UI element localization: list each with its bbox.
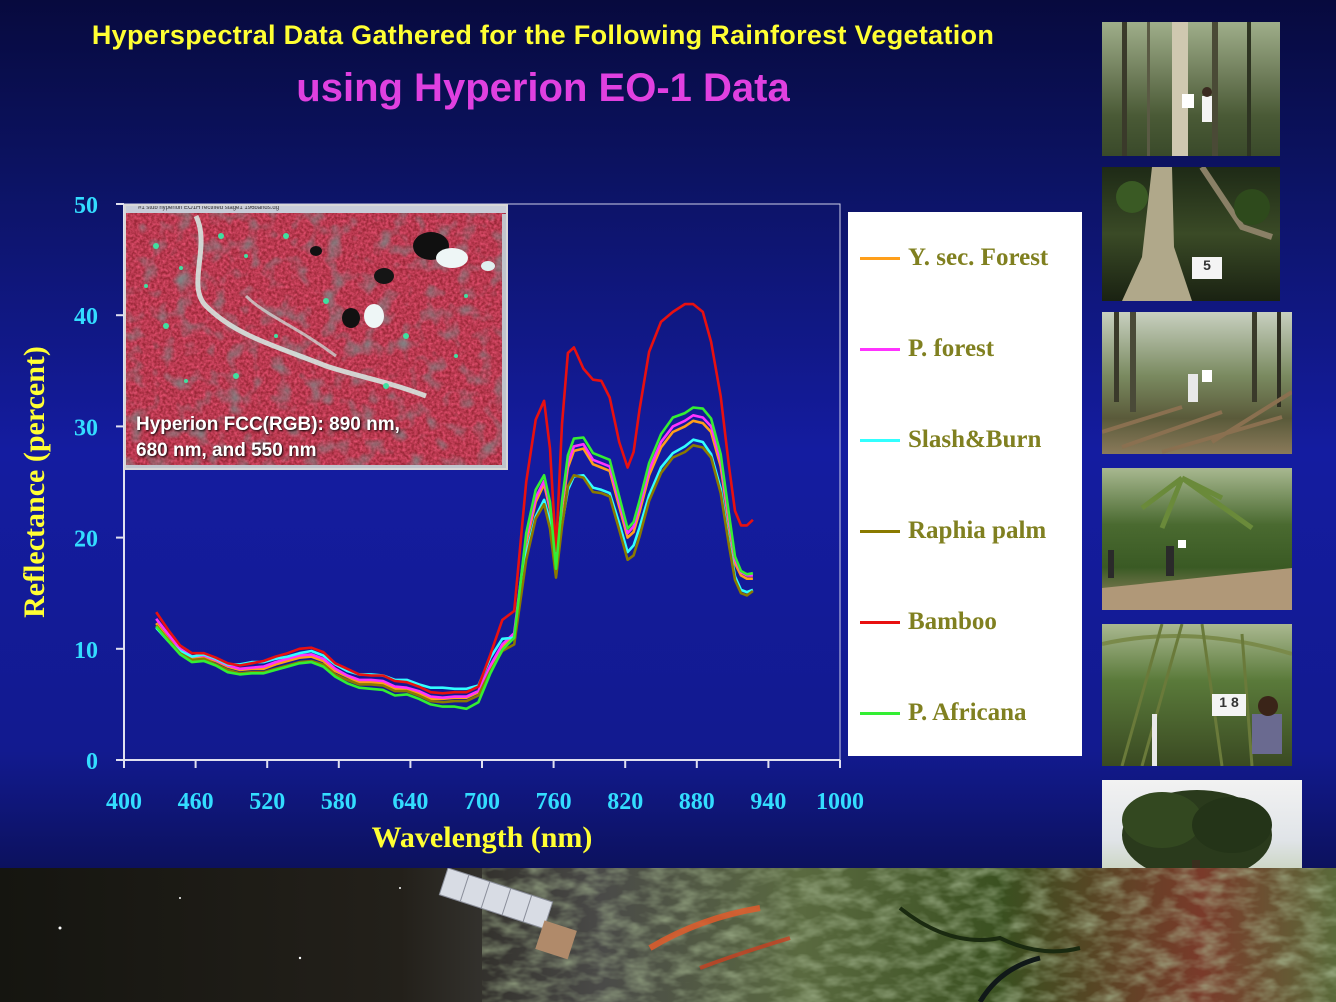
legend-item-slash-burn: Slash&Burn [860,425,1041,455]
x-tick-label: 580 [321,789,357,815]
x-axis-title: Wavelength (nm) [372,821,593,854]
false-color-image [126,206,506,468]
y-tick-label: 20 [74,527,98,553]
x-tick-label: 1000 [816,789,864,815]
satellite-imagery-banner [0,868,1336,1002]
field-photo-5: 1 8 [1102,624,1292,766]
x-tick-label: 880 [679,789,715,815]
legend-swatch [860,711,900,715]
field-photo-1 [1102,22,1280,156]
slide-title-line1: Hyperspectral Data Gathered for the Foll… [91,20,995,50]
legend-swatch [860,620,900,624]
forest-trunks-picture [1122,22,1251,156]
x-tick-label: 400 [106,789,142,815]
y-tick-label: 40 [74,304,98,330]
series-line-slash-burn [155,438,754,691]
legend-label: Y. sec. Forest [908,244,1049,271]
x-tick-label: 700 [464,789,500,815]
legend-item-p-africana: P. Africana [860,698,1027,728]
series-line-bamboo [155,302,754,695]
legend-label: P. forest [908,335,995,362]
legend-item-raphia-palm: Raphia palm [860,516,1046,546]
slash-and-burn-clearing-picture [1102,312,1292,454]
legend-item-bamboo: Bamboo [860,607,997,637]
inset-window-title: #1 stub hyperion EO1H rectified stage1 1… [138,205,280,211]
legend-swatch [860,438,900,442]
y-axis-title: Reflectance (percent) [18,346,51,618]
inset-caption: Hyperion FCC(RGB): 890 nm, 680 nm, and 5… [136,414,400,461]
raphia-palm-roadside-picture [1102,475,1292,610]
legend-label: P. Africana [908,699,1027,726]
x-tick-label: 460 [178,789,214,815]
series-line-p-africana [155,406,754,711]
y-tick-label: 0 [86,749,98,775]
bamboo-stand-picture [1102,624,1292,766]
field-photo-4 [1102,468,1292,610]
series-line-y-sec-forest [155,419,753,701]
legend-label: Bamboo [908,608,997,635]
photo-sign-label: 5 [1192,257,1222,279]
x-tick-label: 940 [750,789,786,815]
field-photo-2: 5 [1102,167,1280,301]
y-tick-label: 30 [74,415,98,441]
x-tick-label: 520 [249,789,285,815]
large-buttress-tree-picture [1116,167,1273,301]
x-tick-label: 640 [392,789,428,815]
legend-item-p-forest: P. forest [860,334,994,364]
y-tick-label: 50 [74,193,98,219]
legend-swatch [860,529,900,533]
satellite-banner-graphic [0,868,1336,1002]
y-tick-label: 10 [74,638,98,664]
series-layer [155,302,754,711]
x-tick-label: 820 [607,789,643,815]
slide-title-line2: using Hyperion EO-1 Data [296,66,790,110]
x-tick-label: 760 [536,789,572,815]
legend-item-y-sec-forest: Y. sec. Forest [860,243,1048,273]
legend-swatch [860,347,900,351]
chart-legend: Y. sec. Forest P. forest Slash&Burn Raph… [848,212,1082,756]
inset-window-titlebar: #1 stub hyperion EO1H rectified stage1 1… [126,206,506,213]
legend-label: Raphia palm [908,517,1047,544]
chart-axes: 400 460 520 580 640 700 760 820 880 940 1000 0 10 20 3… [74,193,864,815]
legend-swatch [860,256,900,260]
field-photo-3 [1102,312,1292,454]
legend-label: Slash&Burn [908,426,1042,453]
photo-sign-label: 1 8 [1212,694,1246,716]
hyperion-fcc-inset-image: #1 stub hyperion EO1H rectified stage1 1… [124,204,508,470]
